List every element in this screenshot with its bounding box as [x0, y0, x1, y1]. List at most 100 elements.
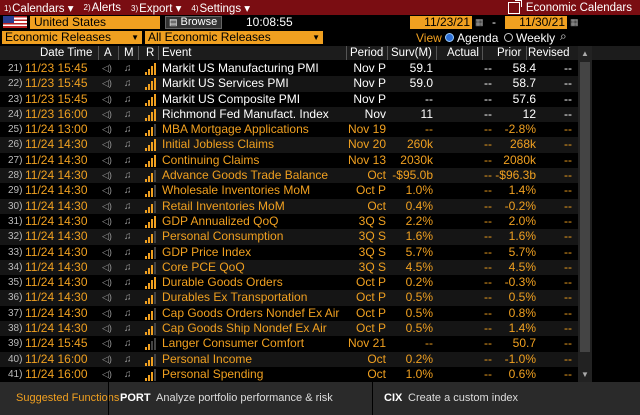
footer-function-desc[interactable]: Create a custom index [408, 392, 519, 404]
speaker-icon[interactable]: ◁) [102, 231, 112, 242]
agenda-radio[interactable] [445, 33, 454, 42]
table-row[interactable]: 35) 11/24 14:30 Durable Goods Orders Oct P 0… [0, 275, 578, 290]
bell-icon[interactable]: ♫ [124, 277, 132, 289]
table-row[interactable]: 34) 11/24 14:30 Core PCE QoQ 3Q S 4.5% -- 4.5%… [0, 259, 578, 276]
speaker-icon[interactable]: ◁) [102, 277, 112, 288]
footer-function-code[interactable]: CIX [384, 392, 403, 404]
speaker-icon[interactable]: ◁) [102, 307, 112, 318]
speaker-icon[interactable]: ◁) [102, 292, 112, 303]
search-icon[interactable]: ⌕ [560, 29, 567, 43]
scroll-down-icon[interactable]: ▼ [581, 370, 589, 379]
table-row[interactable]: 30) 11/24 14:30 Retail Inventories MoM Oct 0… [0, 198, 578, 214]
speaker-icon[interactable]: ◁) [102, 170, 112, 181]
table-row[interactable]: 29) 11/24 14:30 Wholesale Inventories MoM O… [0, 183, 578, 198]
bell-icon[interactable]: ♫ [124, 154, 132, 166]
menu-calendars[interactable]: 1)Calendars ▾ [0, 1, 80, 15]
bell-icon[interactable]: ♫ [124, 63, 132, 74]
speaker-icon[interactable]: ◁) [102, 185, 112, 196]
scroll-up-icon[interactable]: ▲ [581, 49, 589, 58]
speaker-icon[interactable]: ◁) [102, 200, 112, 211]
speaker-icon[interactable]: ◁) [102, 338, 112, 349]
speaker-icon[interactable]: ◁) [102, 215, 112, 226]
table-row[interactable]: 32) 11/24 14:30 Personal Consumption 3Q S 1.… [0, 229, 578, 245]
table-row[interactable]: 26) 11/24 14:30 Initial Jobless Claims Nov … [0, 137, 578, 153]
speaker-icon[interactable]: ◁) [102, 261, 112, 272]
bell-icon[interactable]: ♫ [124, 139, 132, 151]
table-row[interactable]: 41) 11/24 16:00 Personal Spending Oct 1.0% --… [0, 367, 578, 382]
start-date-field[interactable]: 11/23/21 [410, 16, 472, 29]
col-event[interactable]: Event [162, 47, 192, 59]
table-row[interactable]: 40) 11/24 16:00 Personal Income Oct 0.2% -- -1… [0, 351, 578, 367]
menu-alerts[interactable]: 2)Alerts [80, 2, 128, 14]
end-date-field[interactable]: 11/30/21 [505, 16, 567, 29]
weekly-radio[interactable] [504, 33, 513, 42]
speaker-icon[interactable]: ◁) [102, 124, 112, 135]
footer-function-code[interactable]: PORT [120, 392, 151, 404]
calendar-icon[interactable]: ▦ [570, 17, 579, 27]
table-row[interactable]: 21) 11/23 15:45 Markit US Manufacturing PM… [0, 61, 578, 76]
col-revised[interactable]: Revised [528, 47, 570, 59]
col-survey[interactable]: Surv(M) [391, 47, 432, 59]
table-row[interactable]: 38) 11/24 14:30 Cap Goods Ship Nondef Ex A… [0, 321, 578, 337]
speaker-icon[interactable]: ◁) [102, 154, 112, 165]
table-row[interactable]: 37) 11/24 14:30 Cap Goods Orders Nondef Ex… [0, 306, 578, 321]
table-row[interactable]: 36) 11/24 14:30 Durables Ex Transportation… [0, 290, 578, 306]
col-prior[interactable]: Prior [497, 47, 522, 59]
bell-icon[interactable]: ♫ [124, 246, 132, 258]
speaker-icon[interactable]: ◁) [102, 78, 112, 89]
bell-icon[interactable]: ♫ [124, 338, 132, 350]
speaker-icon[interactable]: ◁) [102, 108, 112, 119]
row-survey: 59.0 [409, 76, 433, 91]
bell-icon[interactable]: ♫ [124, 93, 132, 105]
bell-icon[interactable]: ♫ [124, 170, 132, 182]
release-filter-select[interactable]: All Economic Releases ▼ [145, 31, 323, 44]
col-relevance[interactable]: R [146, 47, 155, 59]
bell-icon[interactable]: ♫ [124, 307, 132, 319]
table-row[interactable]: 31) 11/24 14:30 GDP Annualized QoQ 3Q S 2.2%… [0, 214, 578, 229]
bell-icon[interactable]: ♫ [124, 200, 132, 212]
table-row[interactable]: 22) 11/23 15:45 Markit US Services PMI Nov … [0, 76, 578, 92]
bell-icon[interactable]: ♫ [124, 124, 132, 136]
speaker-icon[interactable]: ◁) [102, 246, 112, 257]
browse-button[interactable]: ▤ Browse [165, 16, 222, 29]
col-actual[interactable]: Actual [447, 47, 479, 59]
footer-function-desc[interactable]: Analyze portfolio performance & risk [156, 392, 333, 404]
external-link-icon[interactable] [507, 0, 522, 14]
table-row[interactable]: 24) 11/23 16:00 Richmond Fed Manufact. Ind… [0, 106, 578, 123]
table-row[interactable]: 27) 11/24 14:30 Continuing Claims Nov 13 203… [0, 153, 578, 168]
table-row[interactable]: 23) 11/23 15:45 Markit US Composite PMI Nov… [0, 92, 578, 107]
col-period[interactable]: Period [350, 47, 384, 59]
speaker-icon[interactable]: ◁) [102, 353, 112, 364]
menu-settings[interactable]: 4)Settings ▾ [187, 1, 256, 15]
scroll-thumb[interactable] [580, 62, 590, 352]
table-row[interactable]: 39) 11/24 15:45 Langer Consumer Comfort Nov… [0, 336, 578, 351]
menu-export[interactable]: 3)Export ▾ [127, 1, 187, 15]
speaker-icon[interactable]: ◁) [102, 93, 112, 104]
relevance-bar [151, 280, 153, 290]
bell-icon[interactable]: ♫ [124, 78, 132, 90]
country-field[interactable]: United States [30, 16, 160, 29]
bell-icon[interactable]: ♫ [124, 108, 132, 120]
bell-icon[interactable]: ♫ [124, 231, 132, 243]
speaker-icon[interactable]: ◁) [102, 63, 112, 73]
bell-icon[interactable]: ♫ [124, 185, 132, 197]
table-row[interactable]: 28) 11/24 14:30 Advance Goods Trade Balanc… [0, 168, 578, 184]
speaker-icon[interactable]: ◁) [102, 368, 112, 379]
bell-icon[interactable]: ♫ [124, 323, 132, 335]
col-memo[interactable]: M [124, 47, 134, 59]
bell-icon[interactable]: ♫ [124, 353, 132, 365]
suggested-functions-label[interactable]: Suggested Functions [16, 392, 120, 404]
bell-icon[interactable]: ♫ [124, 292, 132, 304]
calendar-icon[interactable]: ▦ [475, 17, 484, 27]
bell-icon[interactable]: ♫ [124, 261, 132, 273]
vertical-scrollbar[interactable]: ▲ ▼ [578, 46, 592, 382]
speaker-icon[interactable]: ◁) [102, 139, 112, 150]
bell-icon[interactable]: ♫ [124, 215, 132, 227]
col-alert[interactable]: A [104, 47, 112, 59]
speaker-icon[interactable]: ◁) [102, 323, 112, 334]
table-row[interactable]: 25) 11/24 13:00 MBA Mortgage Applications N… [0, 122, 578, 137]
table-row[interactable]: 33) 11/24 14:30 GDP Price Index 3Q S 5.7% -- 5… [0, 245, 578, 260]
release-type-select[interactable]: Economic Releases ▼ [2, 31, 142, 44]
col-datetime[interactable]: Date Time [40, 47, 93, 59]
bell-icon[interactable]: ♫ [124, 368, 132, 380]
